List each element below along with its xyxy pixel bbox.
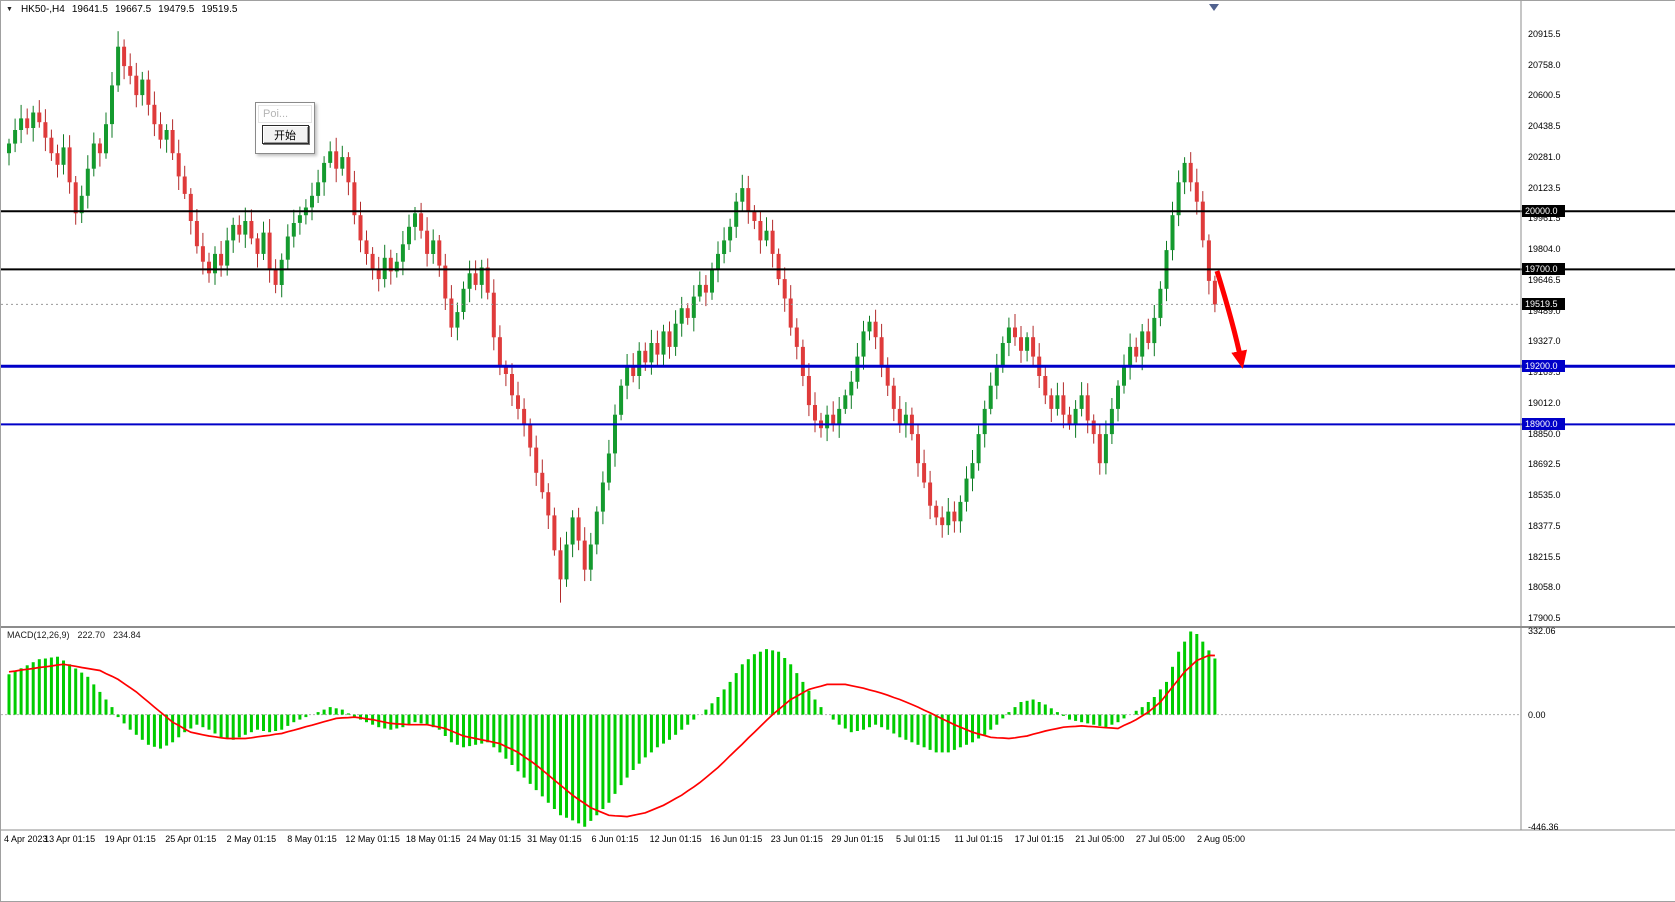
- symbol-dropdown-icon[interactable]: ▼: [6, 6, 13, 13]
- ohlc-open: 19641.5: [71, 4, 108, 15]
- macd-name: MACD(12,26,9): [7, 630, 70, 640]
- ohlc-close: 19519.5: [201, 4, 238, 15]
- ohlc-low: 19479.5: [158, 4, 195, 15]
- candles-layer: [7, 31, 1217, 603]
- dialog-start-button[interactable]: 开始: [261, 125, 309, 144]
- macd-signal-value: 234.84: [113, 630, 141, 640]
- trend-arrow[interactable]: [1214, 270, 1248, 369]
- horizontal-level-lines[interactable]: [1, 210, 1675, 426]
- macd-main-value: 222.70: [77, 630, 106, 640]
- chart-shift-icon[interactable]: [1209, 4, 1219, 11]
- chart-canvas[interactable]: [1, 1, 1675, 849]
- macd-signal-curve: [8, 654, 1215, 818]
- dialog-title: Poi...: [258, 105, 312, 123]
- macd-indicator-label: MACD(12,26,9) 222.70 234.84: [7, 630, 141, 640]
- chart-title: ▼ HK50-,H4 19641.5 19667.5 19479.5 19519…: [6, 4, 237, 15]
- symbol-timeframe: HK50-,H4: [20, 4, 65, 15]
- macd-histogram: [7, 631, 1217, 827]
- script-dialog[interactable]: Poi... 开始: [255, 102, 315, 154]
- ohlc-high: 19667.5: [115, 4, 152, 15]
